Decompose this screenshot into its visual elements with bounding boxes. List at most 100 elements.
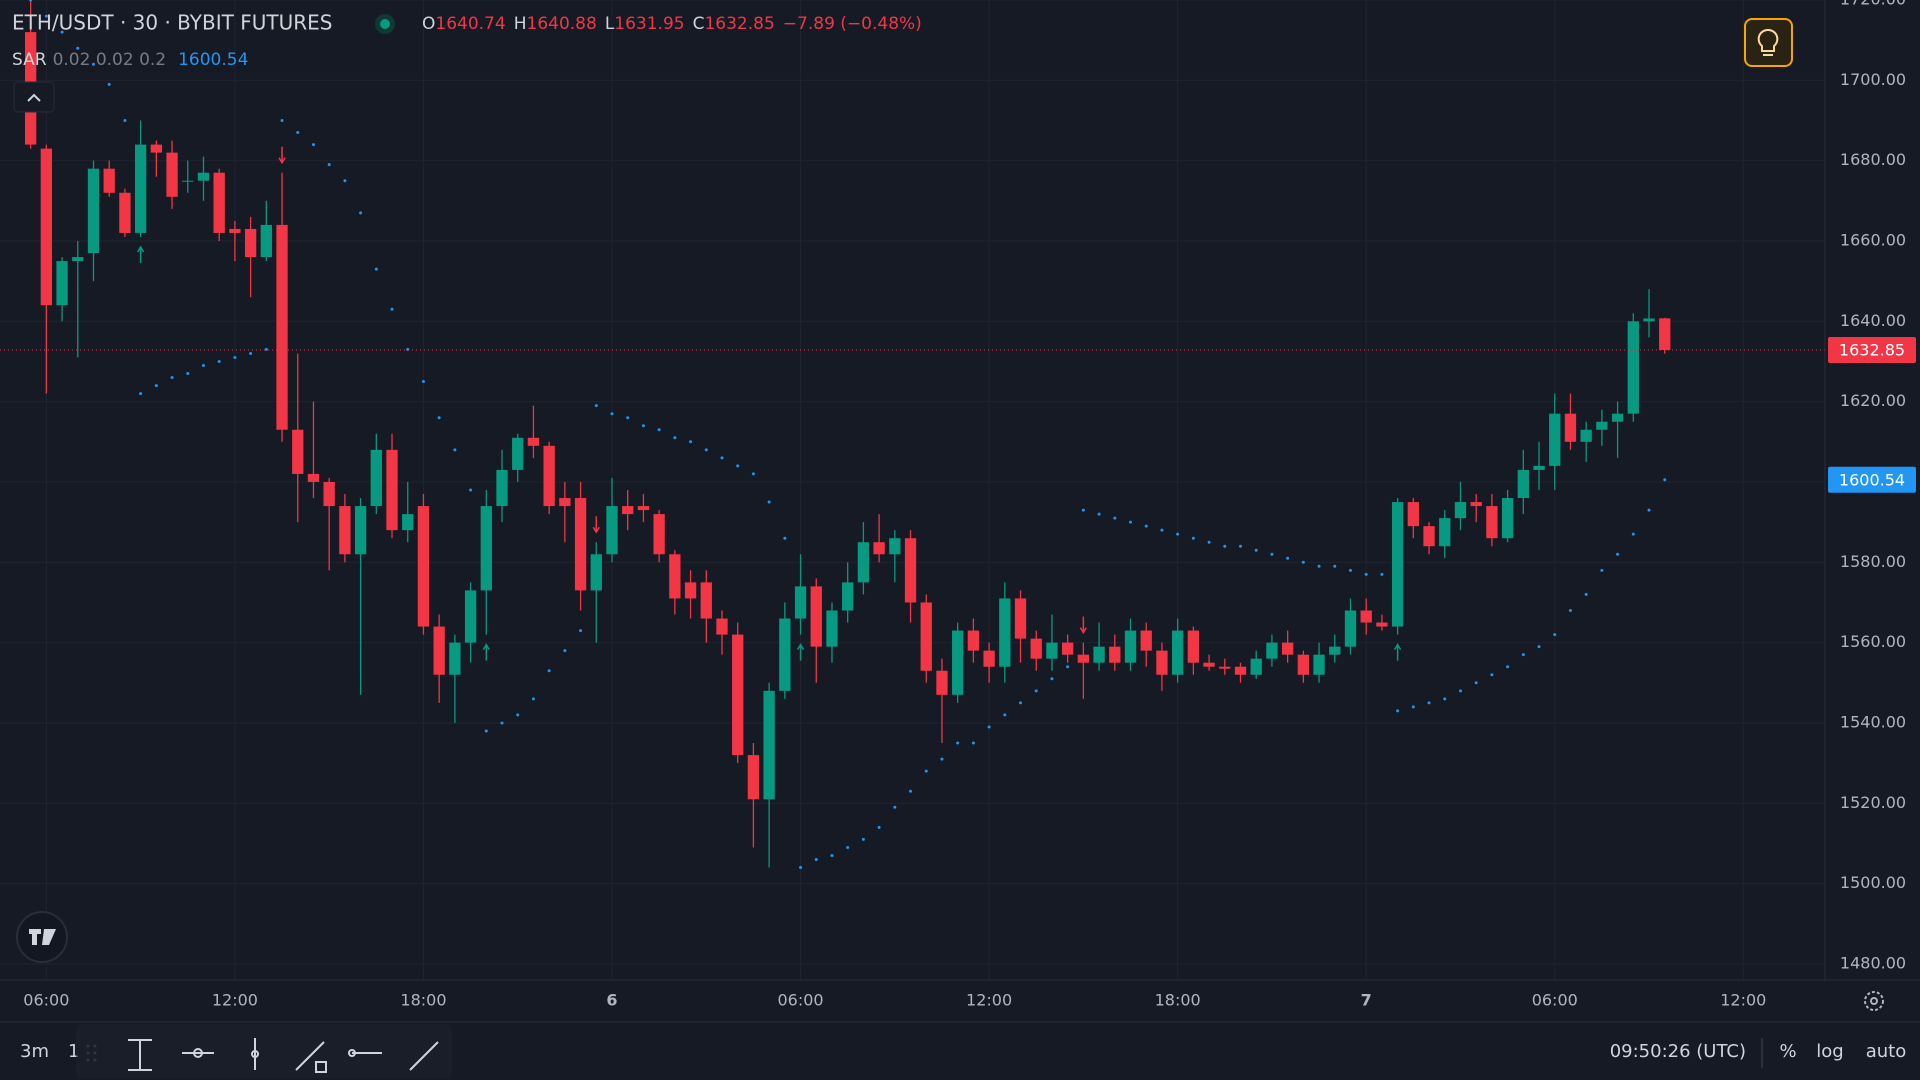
sar-dot [1254, 548, 1258, 552]
tool-ray[interactable] [348, 1049, 382, 1057]
tool-vertical-line[interactable] [251, 1038, 260, 1070]
candle-body [669, 554, 681, 599]
candle-body [229, 228, 241, 233]
candle-body [166, 152, 178, 197]
candle-body [512, 437, 524, 470]
candle-body [1109, 646, 1121, 663]
sar-dot [704, 448, 708, 452]
settings-button[interactable] [1864, 991, 1884, 1011]
ideas-button[interactable] [1744, 18, 1793, 67]
candle-body [1517, 469, 1529, 499]
y-tick-label: 1580.00 [1840, 552, 1906, 571]
candle-body [684, 582, 697, 599]
candle-body [72, 257, 84, 262]
sar-dot [1238, 544, 1242, 548]
candle-body [653, 514, 665, 555]
candle-body [637, 506, 650, 511]
candle-body [1281, 642, 1294, 655]
candle-body [606, 506, 618, 555]
collapse-button[interactable] [13, 81, 55, 113]
sar-dot [924, 769, 928, 773]
range-button[interactable]: 3m [20, 1041, 49, 1062]
ohlc-key: H [514, 14, 527, 34]
tool-horizontal-ray[interactable] [182, 1048, 214, 1058]
candle-body [417, 506, 430, 627]
sar-dot [563, 649, 567, 653]
labels: 1480.00 1500.00 1520.00 1540.00 1560.00 1580.… [12, 0, 1916, 1062]
sar-dot [1317, 564, 1321, 568]
candle-body [354, 506, 367, 555]
sar-dot [1144, 524, 1148, 528]
sar-price-label: 1600.54 [1839, 470, 1905, 489]
candle-body [747, 755, 760, 800]
scale-button[interactable]: auto [1866, 1041, 1907, 1062]
scale-button[interactable]: log [1816, 1041, 1843, 1062]
sar-dot [44, 14, 48, 18]
sar-dot [1568, 608, 1572, 612]
y-tick-label: 1560.00 [1840, 632, 1906, 651]
candle-body [904, 538, 917, 603]
sar-dot [1034, 689, 1038, 693]
sar-dot [516, 713, 520, 717]
sar-dot [956, 741, 960, 745]
sar-dot [531, 697, 535, 701]
range-button[interactable]: 1 [68, 1041, 79, 1062]
x-tick-label: 6 [606, 991, 617, 1010]
last-price-badge [1828, 337, 1916, 364]
sar-dot [1050, 677, 1054, 681]
indicator-legend: SAR 0.02 0.02 0.2 1600.54 [12, 50, 248, 70]
sar-dot [767, 500, 771, 504]
sar-dot [1647, 508, 1651, 512]
candle-body [1627, 321, 1639, 414]
candle-body [967, 630, 980, 651]
sar-dot [1443, 697, 1447, 701]
tool-vertical-range[interactable] [128, 1039, 152, 1071]
candle-body [1187, 630, 1200, 663]
candle-body [716, 618, 728, 635]
sar-dot [846, 845, 850, 849]
sar-dot [437, 416, 441, 420]
indicator-params: 0.02 0.02 0.2 [53, 50, 167, 70]
sar-dot [893, 805, 897, 809]
candle-body [213, 172, 225, 233]
sar-dot [987, 725, 991, 729]
sar-dot [579, 629, 583, 633]
candle-body [260, 224, 272, 258]
sar-dot [1270, 552, 1274, 556]
candle-body [873, 542, 885, 555]
sar-dot [233, 355, 237, 359]
sar-dot [249, 351, 253, 355]
sar-dot [594, 404, 598, 408]
candle-body [402, 514, 414, 531]
candle-body [983, 650, 995, 667]
candle-body [700, 582, 712, 619]
candle-body [1030, 638, 1042, 659]
sar-dot [484, 729, 488, 733]
sar-dot [60, 30, 64, 34]
candle-body [134, 144, 147, 233]
candle-body [999, 598, 1011, 667]
candle-body [433, 626, 445, 675]
sell-signal [278, 146, 286, 165]
buy-signal [1393, 643, 1402, 661]
candle-body [1062, 642, 1074, 655]
sar-dot [861, 837, 865, 841]
x-tick-label: 12:00 [966, 991, 1012, 1010]
candle-body [1564, 413, 1577, 442]
sar-dot [1584, 592, 1588, 596]
sar-dot [170, 376, 174, 380]
sar-dot [783, 536, 787, 540]
sar-dot [673, 436, 677, 440]
tool-trend-line[interactable] [409, 1041, 439, 1071]
candle-body [1376, 622, 1388, 627]
change: −7.89 (−0.48%) [783, 14, 922, 34]
candle-body [1014, 598, 1027, 639]
sar-dot [1301, 560, 1305, 564]
candle-body [1580, 429, 1592, 442]
candle-body [244, 228, 257, 258]
sar-dot [359, 211, 363, 215]
scale-button[interactable]: % [1779, 1041, 1796, 1062]
x-tick-label: 12:00 [212, 991, 258, 1010]
candle-body [1423, 526, 1435, 547]
tool-trend-angle[interactable] [295, 1041, 327, 1073]
